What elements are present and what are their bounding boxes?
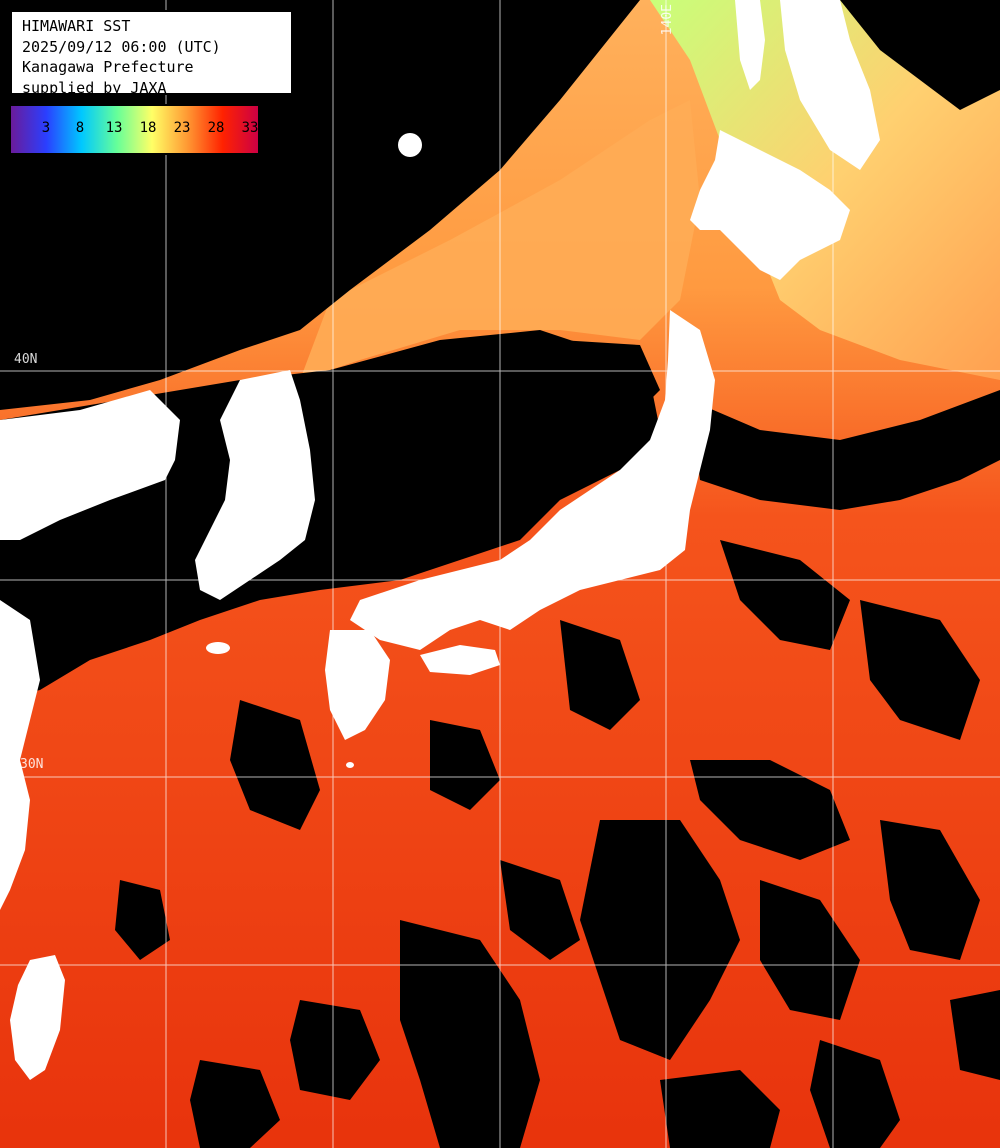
temperature-legend: 3 8 13 18 23 28 33: [9, 104, 260, 155]
landmass: [0, 0, 880, 1080]
lon-label-140e: 140E: [660, 4, 675, 36]
legend-tick: 28: [207, 120, 225, 136]
legend-tick: 23: [173, 120, 191, 136]
legend-tick: 8: [75, 120, 85, 136]
data-credit: supplied by JAXA: [22, 78, 167, 97]
legend-tick: 13: [105, 120, 123, 136]
lat-label-40n: 40N: [14, 352, 38, 367]
timestamp: 2025/09/12 06:00 (UTC): [22, 37, 221, 56]
lat-label-30n: 30N: [20, 757, 44, 772]
legend-color-ramp: [11, 106, 258, 153]
info-box: HIMAWARI SST 2025/09/12 06:00 (UTC) Kana…: [10, 10, 293, 97]
legend-tick: 3: [41, 120, 51, 136]
map-title: HIMAWARI SST: [22, 17, 131, 35]
legend-ticks: 3 8 13 18 23 28 33: [11, 120, 258, 140]
legend-tick: 18: [139, 120, 157, 136]
legend-tick: 33: [241, 120, 259, 136]
region-name: Kanagawa Prefecture: [22, 58, 194, 76]
